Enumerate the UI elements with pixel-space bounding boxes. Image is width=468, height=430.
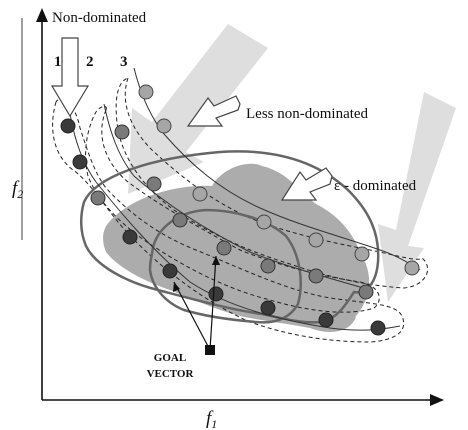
y-axis-label-sub: 2 (17, 187, 23, 201)
less-non-dominated-label: Less non-dominated (246, 106, 369, 122)
front-1-point (162, 263, 178, 279)
front-3-envelope (115, 77, 428, 289)
front-1-point (318, 312, 334, 328)
eps-dominated-label: ε - dominated (334, 178, 417, 194)
axes (21, 18, 432, 401)
y-axis-label-f: f (12, 178, 20, 199)
front-1-point (60, 118, 76, 134)
x-axis-arrowhead (430, 394, 444, 406)
front-2-point (216, 240, 232, 256)
front-2-point (308, 268, 324, 284)
front-2-point (260, 258, 276, 274)
x-axis-label-sub: 1 (211, 417, 217, 430)
front-1-point (122, 229, 138, 245)
front-envelopes (52, 77, 428, 343)
front-2-point (358, 284, 374, 300)
inner-boundary-curve (148, 208, 302, 324)
front-2-point (172, 212, 188, 228)
goal-leader-arrowhead (173, 282, 180, 292)
goal-leader-arrowhead (212, 256, 220, 265)
front-3-curve (133, 67, 421, 271)
y-axis-arrowhead (36, 8, 48, 22)
eps-dominated-arrow (280, 167, 333, 201)
front-2-point (114, 124, 130, 140)
front-3-point (256, 214, 272, 230)
front-1-envelope (52, 98, 404, 343)
goal-label-line1: GOAL (154, 352, 186, 364)
front-1-point (72, 154, 88, 170)
outer-boundary-curve (80, 150, 380, 324)
front-2-points (90, 124, 374, 300)
front-3-points (138, 84, 420, 276)
front-2-point (146, 176, 162, 192)
front-1-points (60, 118, 386, 336)
front-3-point (404, 260, 420, 276)
front-2-number: 2 (86, 54, 94, 70)
y-axis-label: f2 (12, 178, 23, 201)
callout-arrows (50, 37, 333, 201)
non-dominated-label: Non-dominated (52, 10, 147, 26)
front-1-point (208, 286, 224, 302)
left-band-arrow (128, 24, 268, 194)
front-1-number: 1 (54, 54, 62, 70)
goal-leader-line (173, 281, 211, 351)
x-axis-label: f1 (206, 408, 217, 430)
shaded-dominated-region (103, 163, 370, 332)
background-arrow-bands (128, 24, 456, 302)
goal-vector: GOAL VECTOR (147, 255, 220, 380)
right-band-arrow (378, 92, 456, 302)
non-dominated-arrow (50, 37, 90, 118)
front-1-point (370, 320, 386, 336)
front-3-point (354, 246, 370, 262)
goal-vector-marker (205, 345, 215, 355)
front-3-point (192, 186, 208, 202)
less-non-dominated-arrow (186, 95, 241, 127)
front-1-point (260, 300, 276, 316)
front-3-point (138, 84, 154, 100)
goal-leader-line (209, 255, 217, 351)
front-3-point (156, 118, 172, 134)
front-2-point (90, 190, 106, 206)
front-3-point (308, 232, 324, 248)
front-3-number: 3 (120, 54, 128, 70)
x-axis-label-f: f (206, 408, 214, 429)
goal-label-line2: VECTOR (147, 368, 195, 380)
